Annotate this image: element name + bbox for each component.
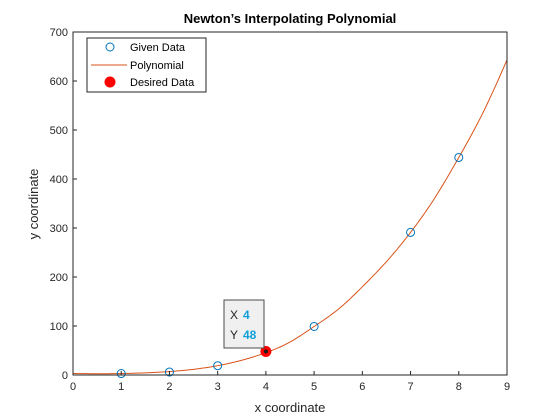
legend-desired-data-marker — [104, 76, 116, 88]
datatip-y-key: Y — [230, 328, 238, 342]
datatip-x-value: 4 — [243, 308, 250, 322]
x-tick-label: 1 — [118, 381, 124, 393]
y-tick-label: 700 — [50, 27, 68, 39]
chart-title: Newton’s Interpolating Polynomial — [184, 11, 397, 26]
x-tick-label: 3 — [215, 381, 221, 393]
y-axis-label: y coordinate — [26, 169, 41, 240]
datatip-y-value: 48 — [243, 328, 257, 342]
x-axis-label: x coordinate — [255, 400, 326, 415]
datatip[interactable]: X 4 Y 48 — [223, 299, 265, 349]
x-tick-label: 7 — [407, 381, 413, 393]
tick-layer: 0 1 2 3 4 5 6 7 8 9 0 100 200 300 400 500 600 700 — [50, 27, 510, 393]
y-tick-label: 500 — [50, 125, 68, 137]
legend-given-data-label: Given Data — [130, 42, 186, 54]
y-tick-label: 400 — [50, 174, 68, 186]
given-data-point[interactable] — [309, 321, 319, 331]
x-tick-label: 5 — [311, 381, 317, 393]
axes-box — [72, 31, 508, 376]
given-data-point[interactable] — [164, 367, 174, 377]
x-tick-label: 2 — [166, 381, 172, 393]
legend-polynomial-label: Polynomial — [130, 60, 184, 72]
given-data-point[interactable] — [406, 227, 416, 237]
given-data-point[interactable] — [116, 369, 126, 379]
x-tick-label: 9 — [504, 381, 510, 393]
y-tick-label: 0 — [62, 370, 68, 382]
given-data-point[interactable] — [454, 152, 464, 162]
x-tick-label: 6 — [359, 381, 365, 393]
legend-desired-data-label: Desired Data — [130, 77, 195, 89]
datatip-box — [223, 299, 265, 349]
y-tick-label: 200 — [50, 272, 68, 284]
x-tick-label: 0 — [70, 381, 76, 393]
datatip-x-key: X — [230, 308, 238, 322]
legend-given-data-marker — [105, 42, 115, 52]
x-tick-label: 4 — [263, 381, 269, 393]
x-tick-label: 8 — [456, 381, 462, 393]
y-tick-label: 300 — [50, 223, 68, 235]
curve-layer — [72, 59, 508, 375]
polynomial-curve — [72, 59, 508, 375]
datatip-anchor — [263, 349, 268, 354]
y-tick-label: 600 — [50, 76, 68, 88]
given-data-point[interactable] — [213, 361, 223, 371]
y-tick-label: 100 — [50, 321, 68, 333]
legend[interactable]: Given Data Polynomial Desired Data — [86, 37, 207, 93]
marker-layer — [116, 152, 464, 379]
